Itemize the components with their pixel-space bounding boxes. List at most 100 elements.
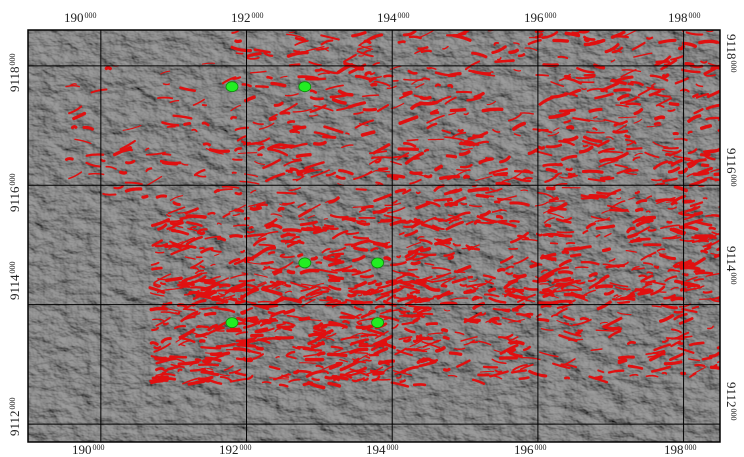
lineament <box>569 174 574 175</box>
lineament <box>647 272 652 273</box>
lineament <box>326 377 336 378</box>
lineament <box>459 131 462 132</box>
well-marker[interactable] <box>299 258 311 268</box>
lineament <box>655 267 658 268</box>
lineament <box>322 327 326 328</box>
lineament <box>604 152 622 153</box>
lineament <box>293 179 299 180</box>
lineament <box>483 109 502 111</box>
lineament <box>449 257 452 259</box>
lineament <box>364 379 368 380</box>
lineament <box>675 312 683 313</box>
lineament <box>447 156 455 157</box>
y-tick-right-9116000: 9116000 <box>725 148 738 187</box>
lineament <box>576 283 584 284</box>
lineament <box>357 189 366 190</box>
lineament <box>484 367 497 368</box>
lineament <box>237 53 243 54</box>
lineament <box>319 353 324 354</box>
lineament <box>242 313 245 314</box>
well-marker[interactable] <box>299 82 311 92</box>
lineament <box>372 84 376 85</box>
lineament <box>377 284 381 285</box>
lineament <box>444 337 448 338</box>
lineament <box>262 262 273 263</box>
lineament <box>183 280 186 281</box>
lineament <box>544 164 562 165</box>
lineament <box>399 42 405 43</box>
lineament <box>655 123 659 124</box>
lineament <box>164 324 168 325</box>
lineament <box>496 61 514 62</box>
lineament <box>151 308 166 309</box>
lineament <box>300 363 316 364</box>
lineament <box>199 365 218 366</box>
lineament <box>294 51 299 52</box>
lineament <box>202 372 213 373</box>
lineament <box>465 291 474 293</box>
lineament <box>385 258 389 259</box>
lineament <box>311 98 323 100</box>
lineament <box>425 150 428 151</box>
y-tick-left-9112000: 9112000 <box>8 397 21 436</box>
lineament <box>310 334 321 335</box>
lineament <box>237 359 251 360</box>
lineament <box>637 209 642 210</box>
lineament <box>441 177 459 179</box>
lineament <box>349 295 355 296</box>
lineament <box>547 170 556 172</box>
lineament <box>559 272 571 273</box>
lineament <box>276 357 279 358</box>
lineament <box>525 288 538 289</box>
lineament <box>538 320 548 321</box>
lineament <box>503 310 509 311</box>
lineament <box>412 262 419 263</box>
lineament <box>401 313 405 314</box>
well-marker[interactable] <box>372 318 384 328</box>
lineament <box>590 274 596 276</box>
lineament <box>401 380 405 381</box>
lineament <box>520 378 529 379</box>
lineament <box>525 171 530 172</box>
lineament <box>620 357 634 358</box>
lineament <box>667 338 684 339</box>
lineament <box>366 73 370 75</box>
lineament <box>422 51 431 52</box>
lineament <box>206 313 215 314</box>
lineament <box>565 378 569 379</box>
lineament <box>684 274 688 275</box>
lineament <box>668 222 672 223</box>
lineament <box>84 127 92 129</box>
lineament <box>312 258 316 259</box>
lineament <box>481 371 494 372</box>
lineament <box>686 64 693 65</box>
lineament <box>304 383 312 385</box>
lineament <box>407 140 417 141</box>
lineament <box>436 85 440 86</box>
lineament <box>411 173 421 174</box>
lineament <box>421 316 424 317</box>
lineament <box>560 110 574 111</box>
well-marker[interactable] <box>226 82 238 92</box>
lineament <box>350 291 356 292</box>
lineament <box>596 330 614 331</box>
well-marker[interactable] <box>372 258 384 268</box>
lineament <box>355 353 367 354</box>
x-tick-bottom-194000: 194000 <box>366 443 399 456</box>
lineament <box>445 370 449 371</box>
lineament <box>164 84 170 85</box>
lineament <box>282 256 294 257</box>
lineament <box>263 320 269 321</box>
lineament <box>563 252 567 253</box>
lineament <box>163 163 176 164</box>
lineament <box>422 282 426 283</box>
lineament <box>341 317 354 318</box>
lineament <box>626 136 629 137</box>
lineament <box>256 86 268 87</box>
lineament <box>583 171 602 172</box>
lineament <box>702 251 707 252</box>
lineament <box>449 85 452 86</box>
lineament <box>465 176 469 177</box>
well-marker[interactable] <box>226 318 238 328</box>
lineament <box>568 127 573 128</box>
